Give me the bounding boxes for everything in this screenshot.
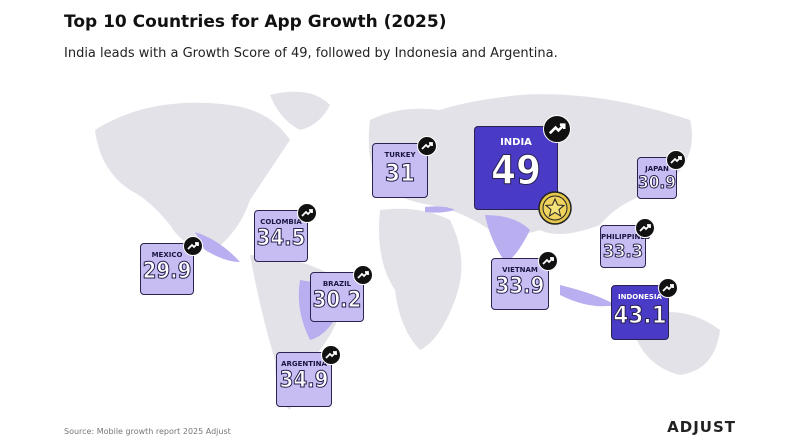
trend-icon (325, 351, 337, 359)
trend-icon (187, 242, 199, 250)
source: Source: Mobile growth report 2025 Adjust (64, 427, 231, 436)
growth-score: 43.1 (613, 301, 667, 330)
growth-score: 31 (384, 159, 416, 188)
trend-icon (542, 257, 554, 265)
trend-badge (658, 278, 678, 298)
growth-score: 49 (490, 148, 542, 195)
logo: ADJUST (667, 418, 736, 436)
trend-badge (321, 345, 341, 365)
trend-badge (666, 150, 686, 170)
country-name: ARGENTINA (281, 360, 327, 368)
trend-badge (297, 203, 317, 223)
country-box: INDIA 49 (474, 126, 558, 210)
trend-icon (639, 224, 651, 232)
growth-score: 34.5 (256, 226, 306, 252)
trend-icon (670, 156, 682, 164)
growth-score: 33.3 (603, 241, 644, 263)
country-name: PHILIPPINES (601, 233, 651, 241)
country-name: INDIA (500, 137, 532, 148)
country-name: MEXICO (151, 251, 183, 259)
subtitle: India leads with a Growth Score of 49, f… (64, 46, 558, 61)
trend-icon (548, 123, 566, 135)
trend-badge (183, 236, 203, 256)
title: Top 10 Countries for App Growth (2025) (64, 12, 447, 32)
country-box: INDONESIA 43.1 (611, 285, 669, 340)
country-box: BRAZIL 30.2 (310, 272, 364, 322)
country-name: JAPAN (645, 165, 669, 173)
trend-icon (662, 284, 674, 292)
trend-badge (635, 218, 655, 238)
trend-badge (538, 251, 558, 271)
country-name: TURKEY (384, 151, 416, 159)
country-name: VIETNAM (502, 266, 538, 274)
country-box: COLOMBIA 34.5 (254, 210, 308, 262)
trend-icon (357, 271, 369, 279)
star-coin (537, 190, 573, 226)
country-name: INDONESIA (618, 293, 662, 301)
trend-icon (301, 209, 313, 217)
star-icon (538, 191, 572, 225)
country-name: BRAZIL (322, 280, 352, 288)
growth-score: 33.9 (495, 274, 545, 300)
growth-score: 30.9 (638, 173, 677, 194)
trend-badge (353, 265, 373, 285)
growth-score: 30.2 (312, 288, 362, 314)
trend-badge (417, 136, 437, 156)
trend-badge (543, 115, 571, 143)
growth-score: 34.9 (279, 368, 329, 394)
growth-score: 29.9 (142, 259, 192, 285)
trend-icon (421, 142, 433, 150)
country-name: COLOMBIA (260, 218, 302, 226)
